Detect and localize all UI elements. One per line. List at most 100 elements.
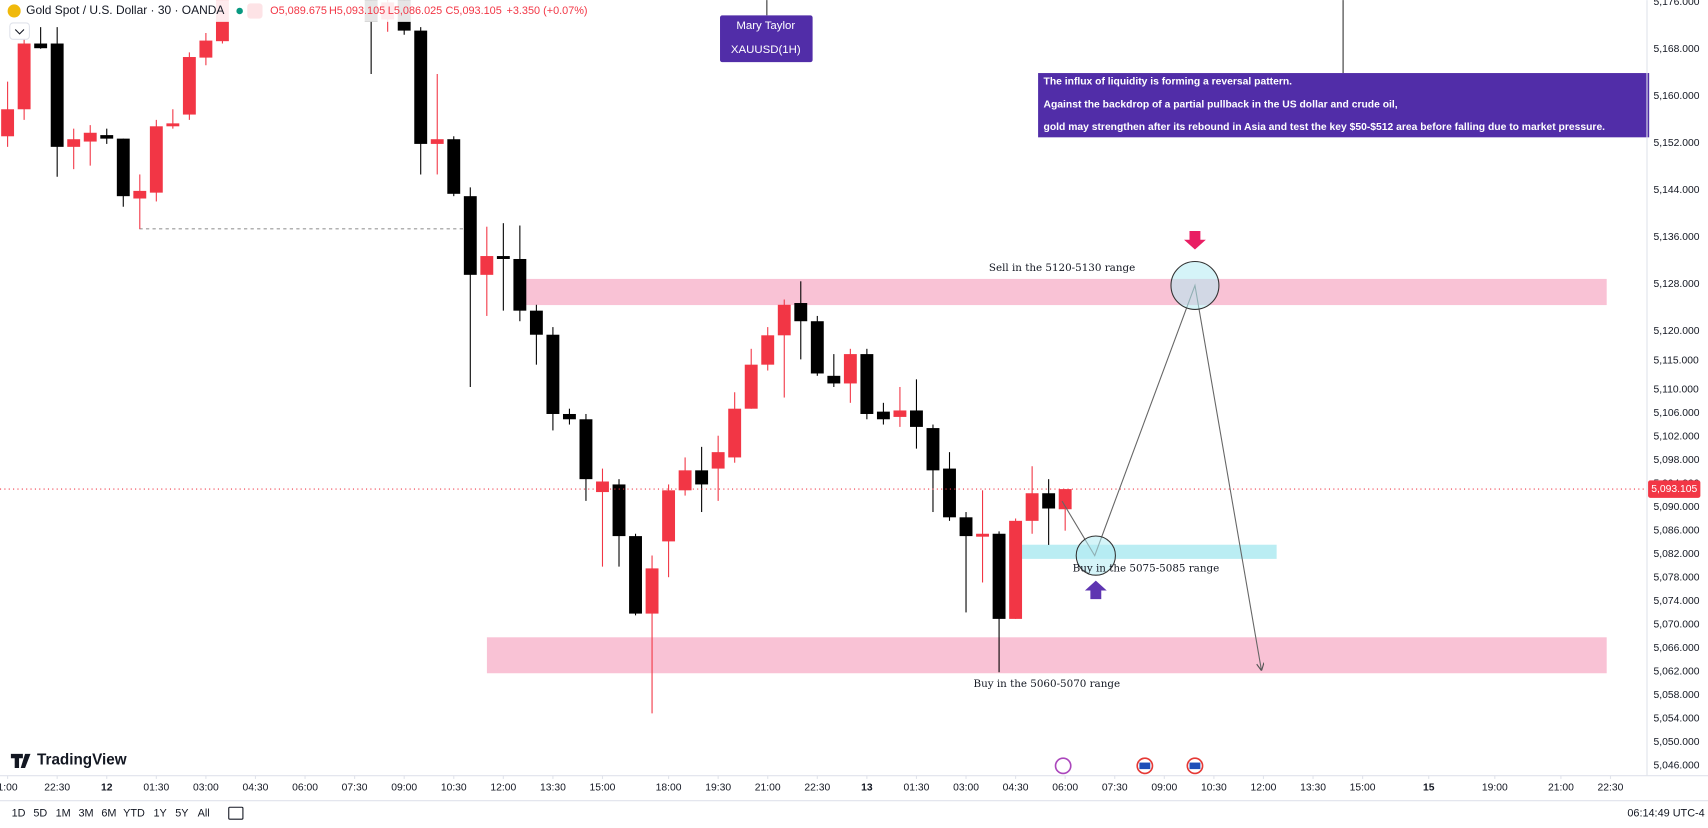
x-tick-label: 06:00 — [292, 782, 318, 793]
candle-body — [529, 310, 543, 335]
candle-body — [83, 132, 97, 142]
y-tick-label: 5,110.000 — [1654, 385, 1699, 396]
x-tick-label: 22:30 — [1598, 782, 1624, 793]
y-tick-label: 5,046.000 — [1654, 760, 1700, 771]
logo-mark — [10, 753, 31, 769]
x-tick-label: 13:30 — [540, 782, 566, 793]
x-tick-label: 15:00 — [1350, 782, 1376, 793]
y-tick-label: 5,152.000 — [1654, 138, 1700, 149]
y-tick-label: 5,082.000 — [1654, 549, 1700, 560]
entry-circle — [1075, 535, 1116, 576]
candle-body — [827, 375, 841, 384]
x-tick-label: 13:30 — [1300, 782, 1326, 793]
zone-label: Buy in the 5075-5085 range — [1073, 563, 1220, 575]
period-button[interactable]: 1M — [56, 808, 71, 820]
candle-body — [100, 135, 114, 139]
candle-body — [496, 256, 510, 259]
x-tick-label: 22:30 — [44, 782, 70, 793]
period-button[interactable]: 1Y — [153, 808, 167, 820]
y-tick-label: 5,136.000 — [1654, 232, 1700, 243]
candle-body — [943, 468, 956, 518]
period-button[interactable]: 5Y — [175, 808, 189, 820]
y-tick-label: 5,160.000 — [1654, 91, 1700, 102]
y-tick-label: 5,144.000 — [1654, 185, 1700, 196]
date-range-button[interactable] — [228, 806, 244, 820]
candle-body — [562, 413, 576, 420]
candle-body — [116, 138, 130, 197]
y-tick-label: 5,128.000 — [1654, 279, 1700, 290]
candle-body — [480, 256, 494, 275]
x-tick-label: 12 — [101, 782, 113, 793]
candle-body — [761, 335, 775, 365]
y-tick-label: 5,078.000 — [1654, 573, 1700, 584]
zone-label: Sell in the 5120-5130 range — [989, 262, 1135, 274]
x-tick-label: 21:00 — [1548, 782, 1574, 793]
last-price-label: 5,093.105 — [1651, 484, 1697, 495]
candle-body — [976, 533, 989, 537]
candle-body — [992, 533, 1006, 619]
y-tick-label: 5,066.000 — [1654, 643, 1700, 654]
candle-body — [1042, 493, 1056, 509]
y-tick-label: 5,106.000 — [1654, 408, 1700, 419]
projection-path — [1061, 283, 1261, 670]
candle-body — [629, 536, 642, 614]
period-button[interactable]: 3M — [78, 808, 93, 820]
x-tick-label: 15 — [1423, 782, 1435, 793]
collapse-button[interactable] — [9, 22, 30, 40]
ohlc-close: C5,093.105 — [446, 5, 502, 17]
y-tick-label: 5,168.000 — [1654, 44, 1700, 55]
candle-body — [166, 123, 180, 127]
candle-body — [678, 470, 692, 491]
candle-body — [1, 109, 15, 137]
candle-body — [133, 190, 147, 199]
x-tick-label: 04:30 — [1003, 782, 1029, 793]
candle-body — [959, 517, 973, 537]
period-button[interactable]: YTD — [123, 808, 145, 820]
candle-body — [199, 40, 213, 58]
note-line: gold may strengthen after its rebound in… — [1044, 122, 1606, 133]
x-tick-label: 07:30 — [1102, 782, 1128, 793]
ohlc-high: H5,093.105 — [329, 5, 385, 17]
candle-body — [777, 304, 791, 336]
ohlc-change: +3.350 (+0.07%) — [507, 5, 588, 17]
header-bg — [0, 0, 458, 22]
candle-body — [447, 139, 461, 194]
period-button[interactable]: 1D — [12, 808, 26, 820]
x-tick-label: 06:00 — [1052, 782, 1078, 793]
y-tick-label: 5,090.000 — [1654, 502, 1700, 513]
period-button[interactable]: All — [198, 808, 210, 820]
candle-body — [645, 568, 659, 614]
candle-body — [67, 139, 81, 147]
x-tick-label: 1:00 — [0, 782, 18, 793]
y-tick-label: 5,086.000 — [1654, 526, 1700, 537]
candle-body — [17, 43, 31, 110]
candle-body — [612, 484, 626, 537]
note-box — [1038, 73, 1650, 138]
x-tick-label: 09:00 — [391, 782, 417, 793]
candle-body — [910, 410, 923, 427]
event-icon[interactable] — [1054, 757, 1072, 775]
flag — [1189, 762, 1201, 770]
y-tick-label: 5,176.000 — [1654, 0, 1700, 8]
x-tick-label: 04:30 — [243, 782, 269, 793]
last-price-box — [1648, 480, 1701, 498]
y-tick-label: 5,050.000 — [1654, 737, 1700, 748]
author-symbol: XAUUSD(1H) — [731, 44, 801, 56]
symbol[interactable]: Gold Spot / U.S. Dollar · 30 · OANDA — [26, 3, 224, 17]
buy-zone — [1020, 544, 1277, 559]
candle-body — [744, 364, 758, 409]
sell-zone — [526, 278, 1607, 306]
ohlc-open: O5,089.675 — [270, 5, 327, 17]
candle-body — [414, 30, 428, 144]
x-tick-label: 07:30 — [342, 782, 368, 793]
y-tick-label: 5,058.000 — [1654, 690, 1700, 701]
author-box — [720, 15, 813, 63]
period-button[interactable]: 5D — [33, 808, 47, 820]
x-tick-label: 10:30 — [1201, 782, 1227, 793]
period-button[interactable]: 6M — [101, 808, 116, 820]
candle-body — [860, 354, 874, 414]
